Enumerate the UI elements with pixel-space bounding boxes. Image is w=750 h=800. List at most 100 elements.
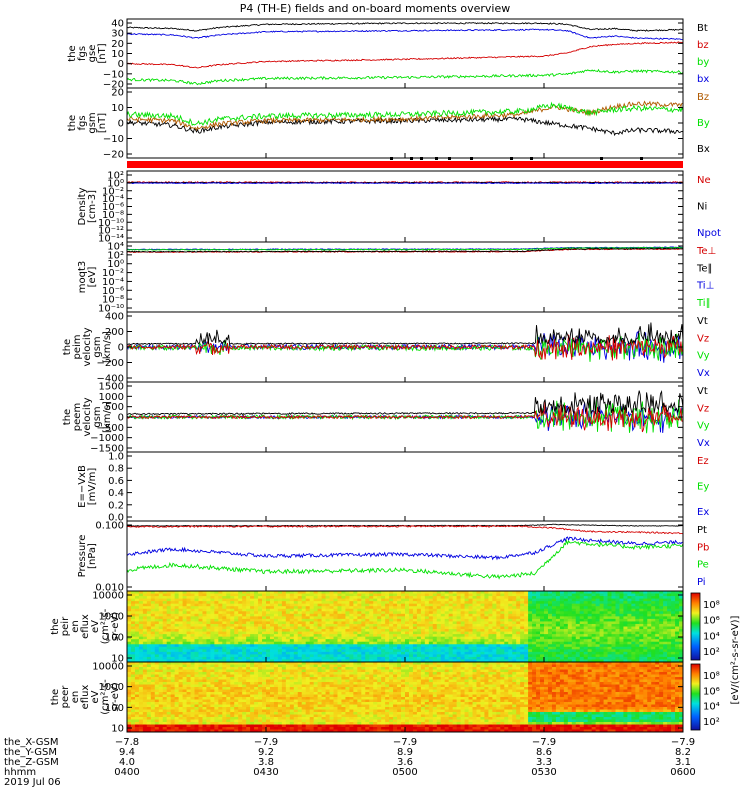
spectrogram-cell	[424, 644, 430, 648]
spectrogram-cell	[166, 707, 172, 710]
spectrogram-cell	[559, 611, 565, 615]
spectrogram-cell	[162, 702, 168, 705]
spectrogram-cell	[218, 644, 223, 648]
spectrogram-cell	[317, 591, 322, 594]
spectrogram-cell	[206, 649, 211, 653]
spectrogram-cell	[472, 659, 477, 663]
spectrogram-cell	[619, 634, 624, 638]
spectrogram-cell	[440, 616, 446, 620]
spectrogram-cell	[138, 591, 144, 594]
spectrogram-cell	[571, 639, 577, 643]
spectrogram-cell	[190, 712, 195, 715]
spectrogram-cell	[492, 634, 497, 638]
spectrogram-cell	[210, 679, 215, 683]
spectrogram-cell	[369, 596, 374, 600]
spectrogram-cell	[615, 598, 620, 602]
spectrogram-cell	[242, 684, 247, 688]
spectrogram-cell	[170, 692, 176, 695]
spectrogram-cell	[440, 611, 446, 615]
spectrogram-cell	[222, 623, 227, 627]
spectrogram-cell	[202, 704, 207, 708]
spectrogram-cell	[464, 656, 469, 660]
spectrogram-cell	[246, 717, 251, 720]
spectrogram-cell	[289, 629, 295, 632]
spectrogram-cell	[583, 598, 589, 602]
spectrogram-cell	[508, 654, 513, 658]
spectrogram-cell	[551, 631, 557, 635]
spectrogram-cell	[436, 636, 442, 640]
spectrogram-cell	[647, 649, 652, 653]
spectrogram-cell	[254, 717, 259, 720]
spectrogram-cell	[603, 623, 608, 627]
spectrogram-cell	[484, 606, 489, 610]
spectrogram-cell	[436, 634, 442, 638]
spectrogram-cell	[170, 598, 176, 602]
spectrogram-cell	[432, 596, 438, 600]
spectrogram-cell	[393, 621, 398, 625]
spectrogram-cell	[408, 611, 414, 615]
spectrogram-cell	[424, 601, 430, 605]
spectrogram-cell	[448, 621, 454, 625]
spectrogram-cell	[599, 646, 604, 650]
spectrogram-cell	[671, 611, 676, 615]
spectrogram-cell	[353, 608, 358, 612]
spectrogram-cell	[202, 699, 207, 703]
spectrogram-cell	[619, 621, 624, 625]
spectrogram-cell	[321, 649, 326, 653]
spectrogram-cell	[452, 598, 458, 602]
spectrogram-cell	[127, 724, 132, 728]
spectrogram-cell	[619, 646, 624, 650]
spectrogram-cell	[234, 709, 239, 713]
spectrogram-cell	[393, 596, 398, 600]
spectrogram-cell	[178, 664, 183, 668]
spectrogram-cell	[381, 606, 386, 610]
spectrogram-cell	[178, 649, 183, 653]
spectrogram-cell	[166, 636, 172, 640]
spectrogram-cell	[587, 626, 593, 630]
spectrogram-cell	[337, 646, 342, 650]
spectrogram-cell	[269, 616, 275, 620]
spectrogram-cell	[238, 674, 243, 678]
spectrogram-cell	[631, 613, 636, 617]
spectrogram-cell	[595, 626, 600, 630]
spectrogram-cell	[428, 613, 434, 617]
spectrogram-cell	[603, 598, 608, 602]
spectrogram-cell	[420, 591, 426, 594]
spectrogram-cell	[309, 636, 315, 640]
spectrogram-cell	[262, 722, 267, 725]
spectrogram-cell	[385, 639, 390, 643]
spectrogram-cell	[587, 641, 593, 645]
spectrogram-cell	[130, 674, 136, 678]
spectrogram-cell	[242, 727, 247, 730]
spectrogram-cell	[325, 621, 330, 625]
spectrogram-cell	[317, 601, 322, 605]
spectrogram-cell	[532, 591, 537, 594]
spectrogram-cell	[389, 656, 394, 660]
spectrogram-cell	[242, 689, 247, 693]
spectrogram-cell	[305, 649, 311, 653]
spectrogram-cell	[464, 596, 469, 600]
spectrogram-cell	[202, 611, 207, 615]
spectrogram-cell	[158, 717, 164, 720]
spectrogram-cell	[551, 618, 557, 622]
spectrogram-cell	[146, 699, 152, 703]
spectrogram-cell	[178, 724, 183, 728]
spectrogram-cell	[369, 654, 374, 658]
spectrogram-cell	[452, 616, 458, 620]
spectrogram-cell	[563, 596, 569, 600]
spectrogram-cell	[202, 674, 207, 678]
spectrogram-cell	[297, 629, 303, 632]
spectrogram-cell	[170, 603, 176, 607]
spectrogram-cell	[591, 613, 597, 617]
spectrogram-cell	[524, 623, 529, 627]
spectrogram-cell	[603, 601, 608, 605]
spectrogram-cell	[273, 623, 279, 627]
spectrogram-cell	[504, 634, 509, 638]
spectrogram-cell	[166, 724, 172, 728]
spectrogram-cell	[289, 636, 295, 640]
spectrogram-cell	[551, 659, 557, 663]
spectrogram-cell	[130, 719, 136, 723]
spectrogram-cell	[488, 631, 493, 635]
spectrogram-cell	[663, 656, 668, 660]
spectrogram-cell	[218, 707, 223, 710]
